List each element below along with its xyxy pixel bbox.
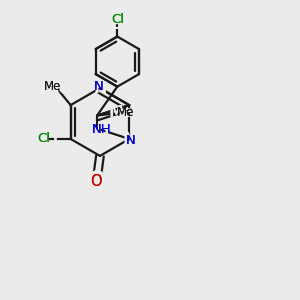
Text: NH: NH	[92, 124, 111, 136]
Text: Me: Me	[45, 81, 70, 96]
Text: Cl: Cl	[109, 17, 126, 32]
Text: O: O	[90, 174, 102, 189]
Text: O: O	[90, 169, 104, 187]
Text: Cl: Cl	[111, 13, 124, 26]
Text: Me: Me	[44, 80, 61, 93]
Text: O: O	[90, 174, 102, 189]
Text: N: N	[94, 80, 103, 93]
Text: N: N	[94, 80, 103, 93]
Text: N: N	[93, 81, 107, 96]
Text: Cl: Cl	[38, 133, 51, 146]
Text: Cl: Cl	[38, 133, 51, 146]
Text: Me: Me	[117, 106, 135, 119]
Text: Me: Me	[44, 80, 61, 93]
Text: Cl: Cl	[111, 13, 124, 26]
Text: N: N	[122, 131, 136, 146]
Text: NH: NH	[92, 124, 111, 136]
Text: N: N	[126, 134, 136, 147]
Text: Me: Me	[108, 105, 133, 120]
Text: Cl: Cl	[41, 131, 58, 146]
Text: N: N	[126, 134, 136, 147]
Text: NH: NH	[84, 121, 111, 136]
Text: Me: Me	[117, 106, 135, 119]
